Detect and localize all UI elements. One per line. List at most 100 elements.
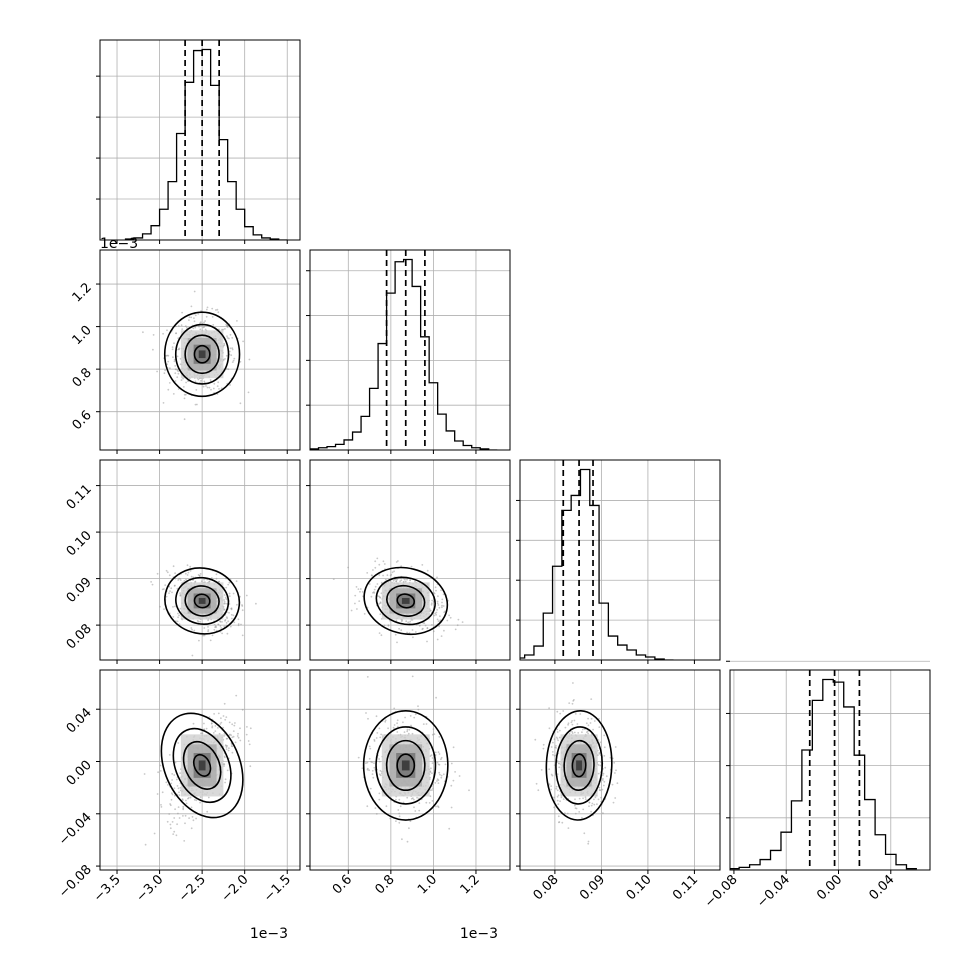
sample-point [164,584,167,586]
y-tick-label: 1.0 [70,323,95,348]
sample-point [174,761,177,764]
sample-point [402,801,405,804]
y-offset-label: 1e−3 [100,236,138,252]
y-tick-label: 0.10 [64,528,95,559]
sample-point [407,732,410,735]
sample-point [213,713,216,715]
sample-point [393,724,396,726]
sample-point [437,620,440,622]
sample-point [234,722,236,724]
sample-point [241,708,244,711]
sample-point [194,314,197,317]
sample-point [169,367,171,370]
sample-point [368,745,371,748]
sample-point [542,743,545,746]
sample-point [431,762,434,764]
sample-point [425,801,428,804]
sample-point [417,708,420,711]
sample-point [248,743,251,746]
sample-point [437,751,440,753]
sample-point [404,580,407,583]
sample-point [361,767,364,770]
sample-point [379,602,382,604]
sample-point [160,804,162,806]
sample-point [173,360,176,363]
panel-frame [309,459,511,661]
sample-point [584,796,587,799]
sample-point [425,723,428,725]
sample-point [436,778,439,781]
sample-point [193,799,196,801]
sample-point [185,381,188,384]
x-tick-label: −3.0 [133,872,166,905]
sample-point [223,763,226,766]
sample-point [600,796,602,799]
sample-point [431,624,433,626]
sample-point [582,797,584,800]
x-tick-label: −2.5 [176,872,209,905]
sample-point [378,773,381,776]
sample-point [199,796,202,799]
sample-point [174,372,177,375]
sample-point [171,779,174,781]
sample-point [219,620,222,623]
histogram-3 [730,678,917,870]
sample-point [218,580,221,583]
sample-point [169,804,172,807]
sample-point [193,317,195,319]
sample-point [156,793,159,795]
sample-point [401,838,403,841]
sample-point [159,605,161,608]
y-tick-label: 0.8 [70,365,95,390]
grid [730,660,930,870]
sample-point [168,813,171,815]
sample-point [199,621,202,623]
sample-point [406,840,409,843]
sample-point [574,804,576,807]
sample-point [598,786,601,789]
sample-point [386,574,389,577]
sample-point [442,593,445,596]
sample-point [170,798,173,801]
sample-point [237,624,240,627]
sample-point [173,342,175,345]
y-tick-label: 0.09 [64,575,95,606]
sample-point [228,747,230,750]
sample-point [404,578,406,581]
sample-point [174,808,177,811]
sample-point [199,801,202,804]
sample-point [236,735,239,737]
sample-point [365,762,367,765]
sample-point [173,358,176,361]
sample-point [372,776,375,779]
sample-point [242,340,245,343]
sample-point [571,723,574,726]
panel-frame [729,669,931,871]
histogram-0 [124,48,288,240]
sample-point [614,746,617,748]
sample-point [582,808,585,811]
sample-point [181,798,184,800]
contour-2 [563,739,595,792]
sample-point [583,832,586,835]
sample-point [369,747,372,750]
sample-point [231,736,234,739]
sample-point [165,595,168,598]
y-tick-label: 1.2 [70,280,95,305]
sample-point [458,775,461,777]
sample-point [602,812,604,815]
sample-point [414,631,417,633]
sample-point [168,382,171,384]
sample-point [224,781,227,784]
sample-point [209,639,212,642]
sample-point [223,594,226,596]
sample-point [614,797,617,799]
sample-point [166,329,168,332]
sample-point [440,758,442,761]
sample-point [221,328,223,331]
contour-2 [386,584,426,617]
sample-point [211,722,213,724]
x-offset-label: 1e−3 [460,926,498,942]
sample-point [198,325,200,328]
